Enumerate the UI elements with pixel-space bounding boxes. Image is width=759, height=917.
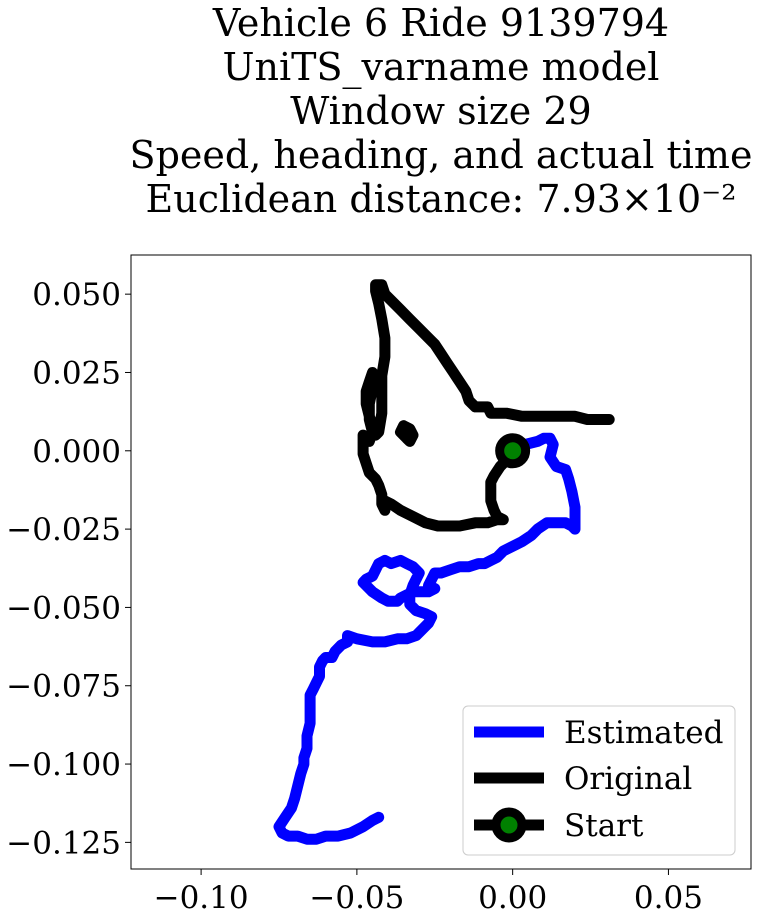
title-line-5: Euclidean distance: 7.93×10⁻² (146, 177, 737, 221)
title-line-2: UniTS_varname model (223, 45, 660, 90)
x-axis: −0.10 −0.05 0.00 0.05 (154, 869, 703, 916)
start-marker (495, 433, 531, 469)
legend-label-estimated: Estimated (564, 715, 723, 751)
y-tick-label: −0.075 (6, 669, 121, 705)
series-line-original-loop (395, 420, 419, 447)
legend-frame (462, 705, 736, 856)
x-tick-label: −0.10 (154, 880, 249, 916)
x-tick-label: 0.05 (634, 880, 703, 916)
y-tick-label: 0.050 (32, 277, 121, 313)
y-axis: 0.050 0.025 0.000 −0.025 −0.050 −0.075 −0.100 −… (6, 277, 131, 861)
legend: Estimated Original Start (462, 705, 736, 856)
series-layer (273, 279, 615, 845)
series-line-estimated (273, 432, 581, 845)
y-tick-label: −0.050 (6, 590, 121, 626)
y-tick-label: −0.125 (6, 825, 121, 861)
x-tick-label: −0.05 (309, 880, 404, 916)
x-tick-label: 0.00 (478, 880, 547, 916)
y-tick-label: 0.000 (32, 434, 121, 470)
legend-marker-start (491, 807, 527, 843)
plot-area: −0.10 −0.05 0.00 0.05 0.050 0.025 0.000 −0.025… (6, 254, 752, 916)
legend-label-original: Original (564, 761, 692, 797)
y-tick-label: −0.025 (6, 512, 121, 548)
y-tick-label: 0.025 (32, 355, 121, 391)
title-line-4: Speed, heading, and actual time (130, 133, 753, 177)
title-line-1: Vehicle 6 Ride 9139794 (212, 1, 669, 45)
legend-label-start: Start (564, 808, 644, 844)
title-line-3: Window size 29 (290, 89, 591, 133)
axes-frame (130, 254, 752, 870)
y-tick-label: −0.100 (6, 747, 121, 783)
series-line-original (357, 279, 615, 532)
